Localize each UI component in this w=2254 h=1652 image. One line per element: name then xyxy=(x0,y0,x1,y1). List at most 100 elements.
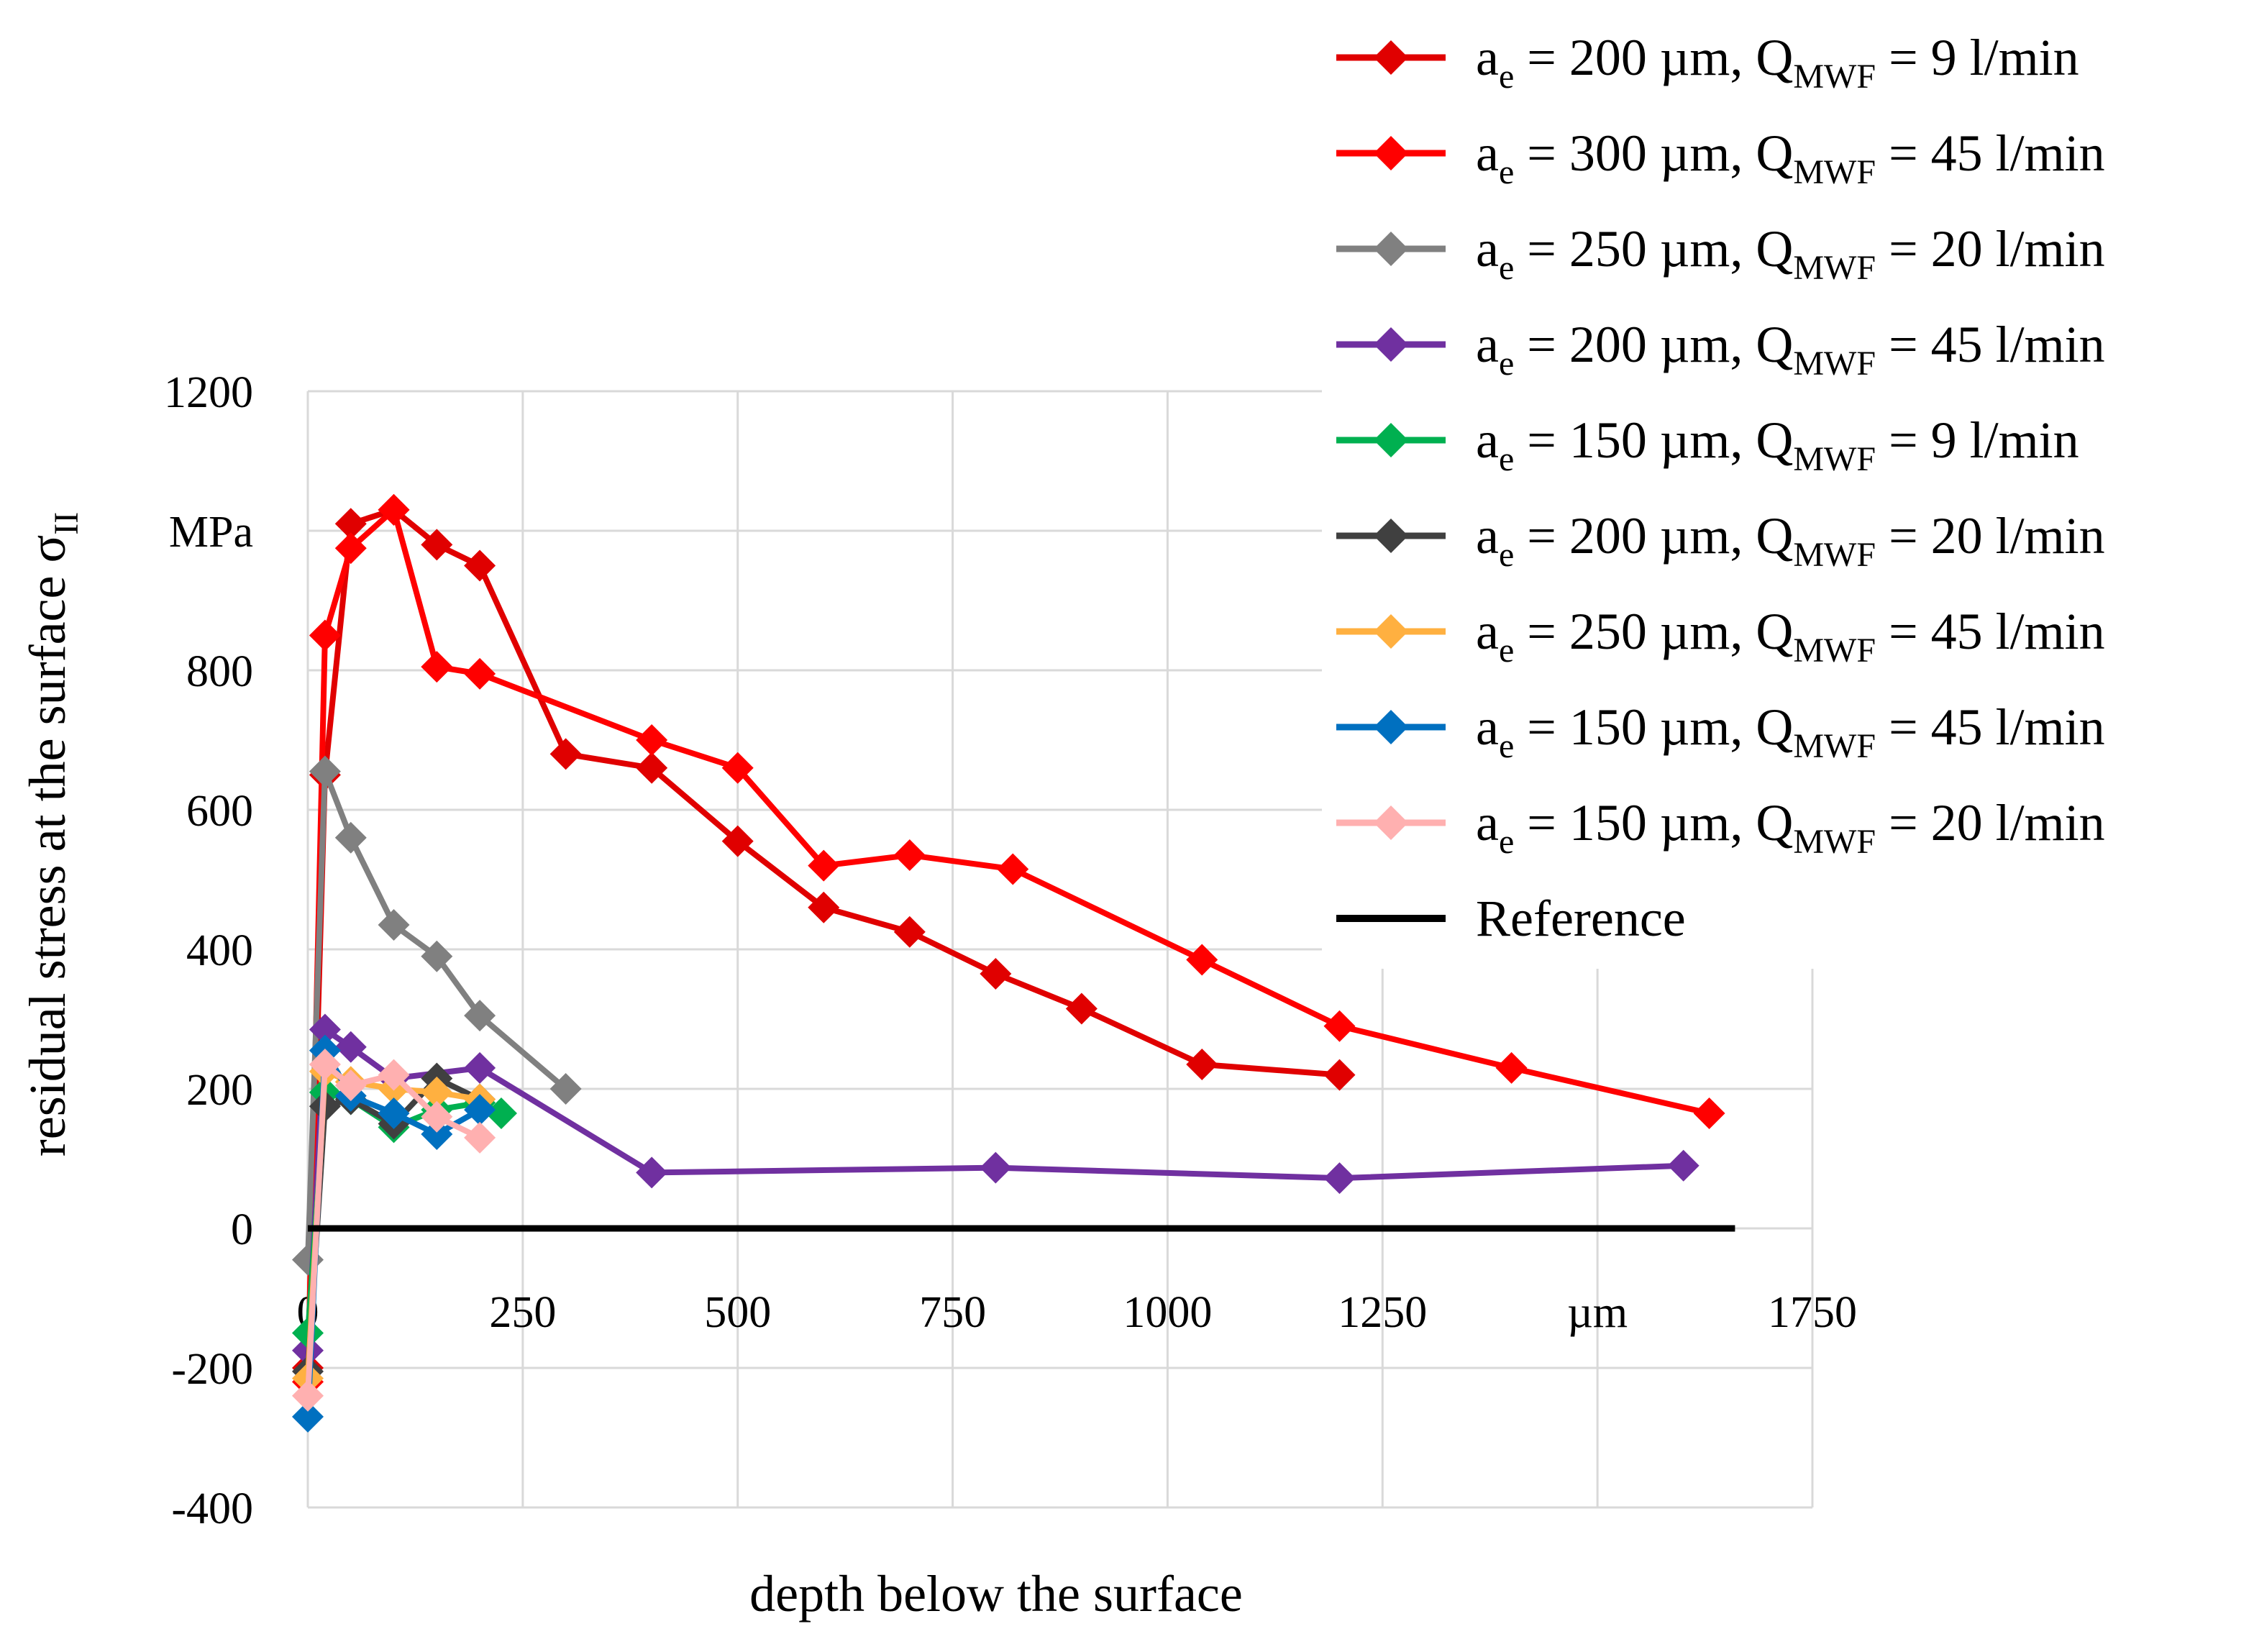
data-point xyxy=(808,891,840,923)
legend-label-mid: = 250 µm, Q xyxy=(1514,603,1793,660)
x-tick-label: 250 xyxy=(489,1288,556,1337)
legend-label: ae = 250 µm, QMWF = 20 l/min xyxy=(1476,220,2105,287)
x-tick-label: 1250 xyxy=(1338,1288,1427,1337)
legend-label-tail: = 45 l/min xyxy=(1876,316,2105,373)
y-axis-title-subscript: II xyxy=(47,512,86,535)
series-4 xyxy=(292,1013,1699,1366)
legend-entry: Reference xyxy=(1336,890,1686,947)
data-point xyxy=(309,1049,341,1081)
data-point xyxy=(334,508,367,540)
legend-label-main: a xyxy=(1476,316,1499,373)
y-tick-label: 200 xyxy=(186,1066,253,1115)
legend-label-subscript: e xyxy=(1499,440,1514,478)
data-point xyxy=(1323,1162,1356,1195)
legend-swatch-marker xyxy=(1374,423,1408,457)
legend-label-subscript: MWF xyxy=(1793,249,1876,287)
data-point xyxy=(378,493,410,526)
data-point xyxy=(893,839,926,872)
legend-label-subscript: e xyxy=(1499,536,1514,574)
legend-label: ae = 300 µm, QMWF = 45 l/min xyxy=(1476,124,2105,191)
data-point xyxy=(464,1051,496,1084)
data-point xyxy=(421,1076,453,1108)
legend-entry: ae = 250 µm, QMWF = 45 l/min xyxy=(1336,603,2105,670)
legend-entry: ae = 150 µm, QMWF = 45 l/min xyxy=(1336,698,2105,765)
data-point xyxy=(292,1379,324,1412)
legend-label-subscript: e xyxy=(1499,631,1514,670)
data-point xyxy=(464,657,496,690)
data-point xyxy=(980,957,1012,990)
data-point xyxy=(378,1059,410,1091)
legend-label: ae = 200 µm, QMWF = 45 l/min xyxy=(1476,316,2105,383)
legend-label: ae = 150 µm, QMWF = 45 l/min xyxy=(1476,698,2105,765)
y-tick-label: 400 xyxy=(186,926,253,975)
legend-label-subscript: MWF xyxy=(1793,344,1876,383)
legend-label-mid: = 200 µm, Q xyxy=(1514,507,1793,565)
legend-entry: ae = 200 µm, QMWF = 45 l/min xyxy=(1336,316,2105,383)
series-9 xyxy=(292,1049,496,1412)
legend-label: Reference xyxy=(1476,890,1686,947)
legend-label-tail: = 9 l/min xyxy=(1876,29,2079,86)
legend-label-subscript: e xyxy=(1499,249,1514,287)
data-point xyxy=(464,549,496,582)
legend-label-mid: = 150 µm, Q xyxy=(1514,794,1793,852)
legend-label-subscript: MWF xyxy=(1793,153,1876,191)
legend-label-subscript: MWF xyxy=(1793,727,1876,765)
legend-label-mid: = 150 µm, Q xyxy=(1514,411,1793,469)
legend-label-subscript: e xyxy=(1499,344,1514,383)
series-1 xyxy=(292,493,1356,1384)
legend-swatch-marker xyxy=(1374,136,1408,170)
data-point xyxy=(636,724,668,756)
legend-label-mid: = 250 µm, Q xyxy=(1514,220,1793,278)
data-point xyxy=(292,1400,324,1433)
legend-label-tail: = 20 l/min xyxy=(1876,220,2105,278)
data-point xyxy=(1667,1149,1699,1182)
y-tick-label: 1200 xyxy=(164,368,253,417)
data-point xyxy=(1186,1049,1218,1081)
data-point xyxy=(421,940,453,972)
y-tick-label: -200 xyxy=(171,1345,253,1394)
y-tick-label: -400 xyxy=(171,1484,253,1533)
data-point xyxy=(721,752,754,784)
legend-label-subscript: e xyxy=(1499,153,1514,191)
x-axis-title: depth below the surface xyxy=(749,1565,1243,1623)
data-point xyxy=(334,1031,367,1063)
legend-label-main: a xyxy=(1476,29,1499,86)
x-tick-label: 500 xyxy=(704,1288,771,1337)
legend-label-subscript: e xyxy=(1499,58,1514,96)
data-point xyxy=(980,1151,1012,1184)
data-point xyxy=(485,1097,517,1129)
data-point xyxy=(1323,1010,1356,1042)
data-point xyxy=(1495,1051,1528,1084)
legend-label-subscript: e xyxy=(1499,823,1514,861)
legend-swatch-marker xyxy=(1374,519,1408,553)
data-point xyxy=(421,1118,453,1151)
legend-label-main: a xyxy=(1476,794,1499,852)
series-layer xyxy=(292,493,1735,1433)
y-tick-label: MPa xyxy=(169,508,253,557)
data-point xyxy=(464,1000,496,1032)
legend-swatch-marker xyxy=(1374,614,1408,649)
data-point xyxy=(464,1094,496,1126)
data-point xyxy=(421,529,453,561)
data-point xyxy=(549,738,582,770)
data-point xyxy=(1693,1097,1725,1129)
x-tick-label: 1000 xyxy=(1123,1288,1212,1337)
y-axis-title-main: residual stress at the surface σ xyxy=(19,535,76,1157)
data-point xyxy=(1323,1059,1356,1091)
legend-label-subscript: MWF xyxy=(1793,58,1876,96)
grid-layer xyxy=(306,390,1814,1509)
data-point xyxy=(378,1097,410,1129)
legend-entry: ae = 200 µm, QMWF = 9 l/min xyxy=(1336,29,2079,96)
data-point xyxy=(334,821,367,854)
legend-label-subscript: MWF xyxy=(1793,823,1876,861)
data-point xyxy=(334,1069,367,1102)
data-point xyxy=(636,752,668,784)
legend-label-tail: = 45 l/min xyxy=(1876,603,2105,660)
legend-label: ae = 200 µm, QMWF = 20 l/min xyxy=(1476,507,2105,574)
y-tick-label: 600 xyxy=(186,787,253,836)
legend-label-tail: = 20 l/min xyxy=(1876,507,2105,565)
data-point xyxy=(309,619,341,652)
